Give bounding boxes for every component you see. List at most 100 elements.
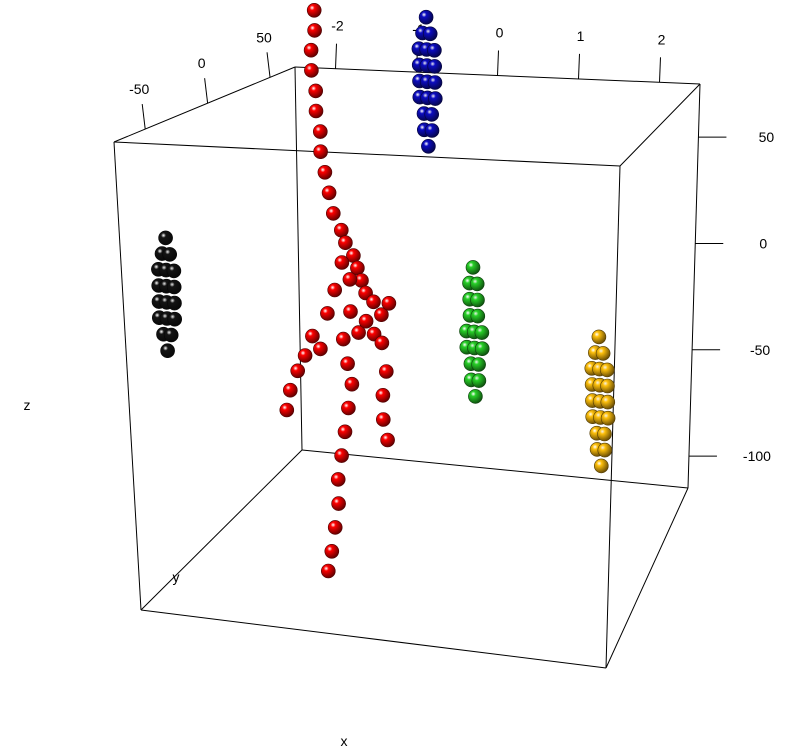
data-point bbox=[290, 363, 306, 379]
data-point bbox=[297, 348, 313, 363]
y-axis-label: y bbox=[173, 569, 180, 585]
data-point bbox=[327, 520, 343, 535]
x-axis-label: x bbox=[341, 733, 348, 749]
data-point bbox=[424, 123, 440, 138]
box-edge bbox=[301, 449, 689, 489]
z-tick-label: -100 bbox=[743, 448, 771, 464]
data-point bbox=[166, 279, 182, 295]
data-point bbox=[597, 426, 612, 442]
data-point bbox=[330, 472, 346, 487]
data-point bbox=[163, 327, 179, 343]
data-points bbox=[151, 3, 616, 579]
data-point bbox=[167, 295, 182, 311]
data-point bbox=[374, 307, 389, 323]
data-point bbox=[341, 400, 356, 416]
y-tick bbox=[141, 104, 146, 130]
data-point bbox=[342, 272, 358, 287]
data-point bbox=[418, 9, 434, 25]
data-point bbox=[470, 308, 486, 324]
data-point bbox=[597, 442, 613, 458]
data-point bbox=[351, 325, 366, 340]
box-edge bbox=[687, 83, 701, 489]
data-point bbox=[471, 373, 487, 388]
data-point bbox=[307, 23, 322, 38]
data-point bbox=[335, 331, 351, 347]
data-point bbox=[421, 139, 436, 154]
x-tick-label: 1 bbox=[577, 28, 585, 44]
data-point bbox=[306, 3, 322, 18]
box-edge bbox=[113, 141, 142, 611]
data-point bbox=[279, 402, 295, 418]
box-edge bbox=[113, 141, 621, 167]
data-point bbox=[374, 335, 390, 351]
data-point bbox=[324, 543, 340, 559]
data-point bbox=[427, 59, 443, 74]
data-point bbox=[333, 222, 349, 238]
x-tick-label: -2 bbox=[331, 18, 344, 34]
z-tick-label: -50 bbox=[750, 342, 770, 358]
y-tick-label: 50 bbox=[256, 29, 272, 45]
data-point bbox=[308, 103, 324, 119]
data-point bbox=[303, 42, 319, 58]
data-point bbox=[321, 185, 337, 201]
data-point bbox=[334, 255, 350, 270]
data-point bbox=[593, 458, 609, 474]
data-point bbox=[282, 382, 298, 398]
data-point bbox=[469, 276, 485, 292]
data-point bbox=[599, 362, 615, 378]
data-point bbox=[327, 282, 343, 298]
x-tick bbox=[497, 50, 499, 76]
data-point bbox=[470, 292, 485, 308]
x-tick bbox=[659, 57, 661, 83]
data-point bbox=[474, 325, 490, 340]
y-tick-label: -50 bbox=[129, 81, 149, 97]
data-point bbox=[381, 295, 397, 311]
data-point bbox=[424, 107, 440, 122]
data-point bbox=[166, 263, 182, 279]
z-axis-label: z bbox=[24, 397, 31, 413]
data-point bbox=[468, 389, 483, 404]
data-point bbox=[427, 75, 443, 90]
x-tick-label: 0 bbox=[496, 25, 504, 41]
x-tick bbox=[578, 53, 580, 79]
data-point bbox=[338, 235, 353, 250]
data-point bbox=[313, 341, 328, 357]
box-edge bbox=[140, 609, 607, 669]
data-point bbox=[427, 91, 443, 106]
x-tick bbox=[335, 43, 337, 69]
data-point bbox=[167, 311, 182, 327]
box-edge bbox=[140, 449, 303, 611]
data-point bbox=[422, 26, 438, 42]
data-point bbox=[162, 247, 177, 262]
data-point bbox=[331, 496, 346, 511]
data-point bbox=[313, 144, 328, 159]
z-tick-label: 50 bbox=[759, 129, 775, 145]
data-point bbox=[358, 313, 374, 329]
data-point bbox=[308, 83, 324, 99]
data-point bbox=[375, 412, 391, 427]
data-point bbox=[320, 563, 336, 579]
data-point bbox=[600, 378, 615, 394]
x-tick-label: 2 bbox=[658, 31, 666, 47]
data-point bbox=[378, 364, 394, 379]
data-point bbox=[471, 357, 486, 372]
data-point bbox=[340, 356, 355, 372]
data-point bbox=[375, 387, 391, 403]
data-point bbox=[325, 206, 341, 221]
data-point bbox=[317, 165, 333, 180]
data-point bbox=[160, 343, 175, 359]
box-edge bbox=[619, 83, 701, 167]
data-point bbox=[427, 42, 442, 58]
data-point bbox=[474, 341, 490, 357]
data-point bbox=[591, 329, 607, 345]
data-point bbox=[304, 63, 319, 78]
data-point bbox=[380, 432, 395, 448]
data-point bbox=[600, 410, 616, 426]
y-tick-label: 0 bbox=[198, 55, 206, 71]
box-edge bbox=[605, 487, 689, 669]
y-tick bbox=[204, 78, 209, 104]
data-point bbox=[334, 448, 349, 463]
data-point bbox=[465, 260, 481, 275]
